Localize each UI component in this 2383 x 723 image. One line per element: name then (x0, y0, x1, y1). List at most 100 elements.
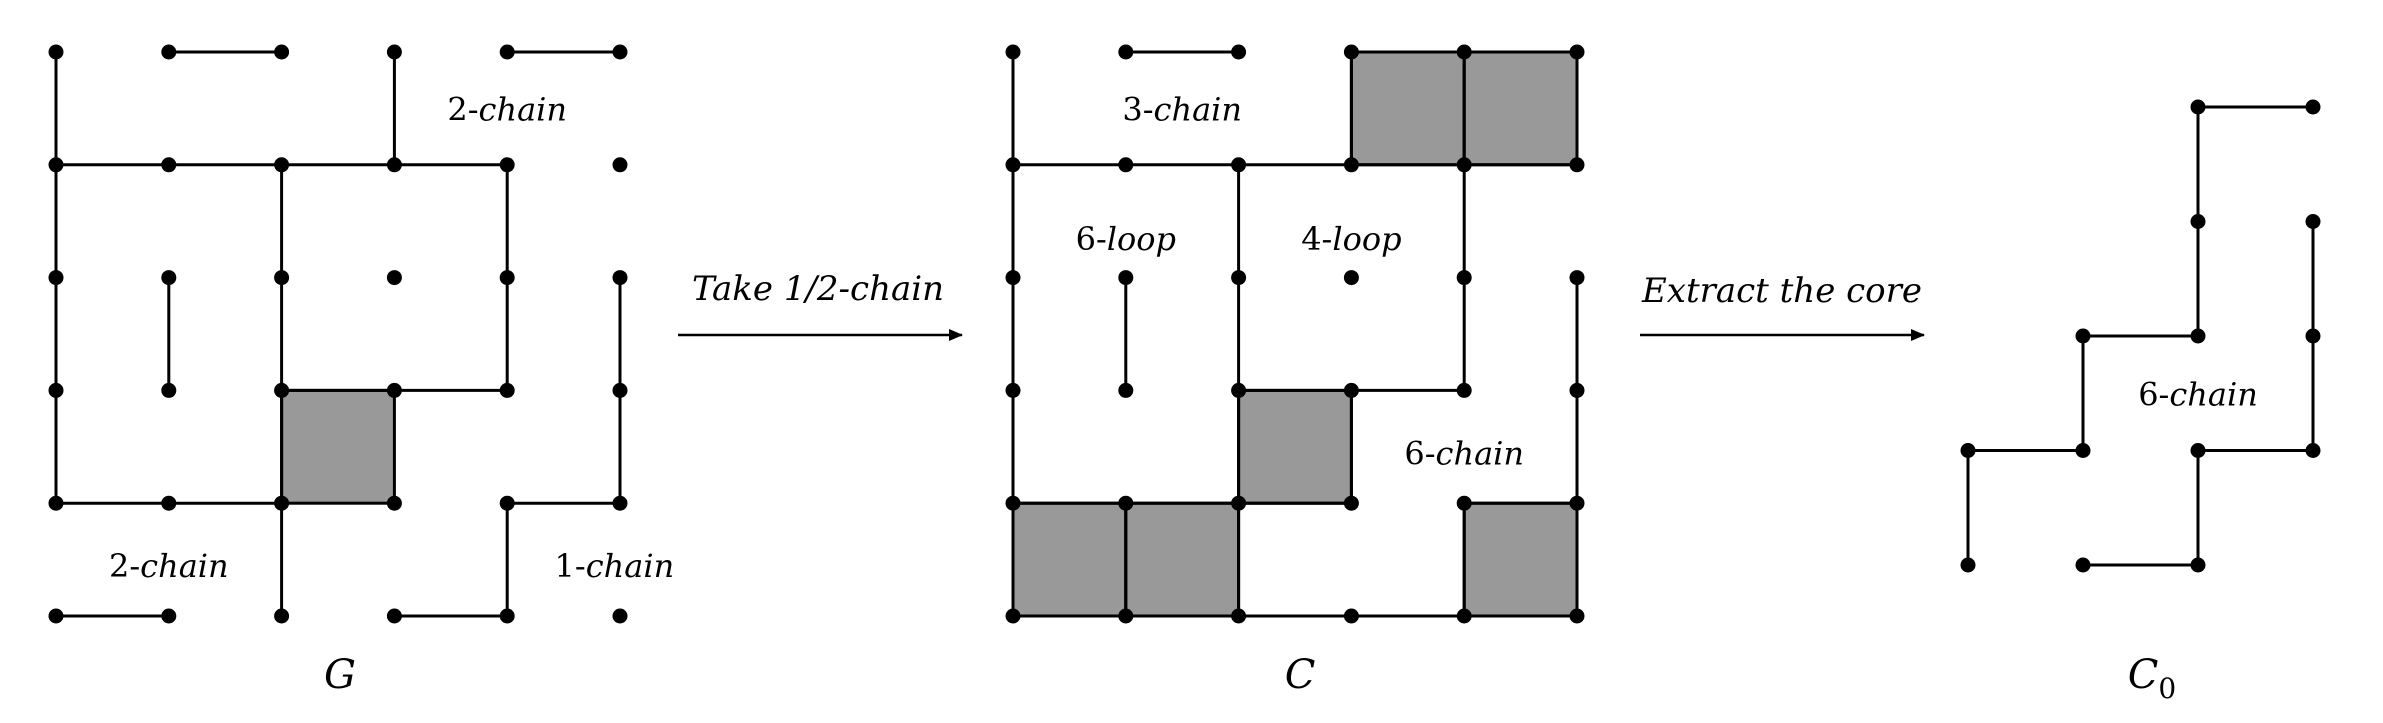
vertex-dot (499, 44, 515, 60)
vertex-dot (2305, 214, 2321, 229)
vertex-dot (1456, 608, 1472, 624)
vertex-dot (274, 382, 290, 398)
shaded-square (1237, 388, 1353, 505)
vertex-dot (386, 157, 402, 173)
vertex-dot (1569, 44, 1585, 60)
panel-c0-title-main: C (2128, 652, 2159, 698)
shaded-square (1462, 501, 1579, 618)
vertex-dot (1569, 382, 1585, 398)
vertex-dot (1231, 382, 1247, 398)
vertex-dot (1005, 44, 1021, 60)
vertex-dot (2190, 443, 2206, 458)
arrow-2-label: Extract the core (1641, 271, 1922, 311)
vertex-dot (2305, 99, 2321, 115)
vertex-dot (1569, 157, 1585, 173)
region-label: 6-loop (1076, 220, 1176, 258)
shaded-square (1124, 501, 1241, 618)
vertex-dot (1343, 270, 1359, 286)
region-label-number: 1- (555, 547, 586, 585)
vertex-dot (1118, 157, 1134, 173)
shaded-square (280, 388, 396, 505)
vertex-dot (1005, 382, 1021, 398)
panel-g-title: G (324, 652, 356, 698)
vertex-dot (1005, 495, 1021, 511)
vertex-dot (1005, 270, 1021, 286)
vertex-dot (161, 495, 177, 511)
shaded-square (1462, 50, 1579, 167)
panel-c0-title-sub: 0 (2158, 672, 2176, 705)
vertex-dot (2305, 328, 2321, 344)
vertex-dot (1231, 495, 1247, 511)
vertex-dot (2075, 557, 2091, 573)
panel-c-title: C (1285, 652, 1316, 698)
vertex-dot (1231, 270, 1247, 286)
vertex-dot (161, 44, 177, 60)
vertex-dot (1343, 157, 1359, 173)
vertex-dot (386, 270, 402, 286)
vertex-dot (1231, 44, 1247, 60)
vertex-dot (386, 382, 402, 398)
vertex-dot (612, 382, 628, 398)
vertex-dot (1456, 270, 1472, 286)
vertex-dot (161, 382, 177, 398)
region-label-number: 6- (1404, 434, 1435, 472)
vertex-dot (499, 495, 515, 511)
region-label-word: chain (479, 90, 567, 128)
region-label: 3-chain (1122, 90, 1242, 128)
vertex-dot (1569, 608, 1585, 624)
region-label-word: loop (1107, 220, 1176, 258)
region-label: 2-chain (447, 90, 567, 128)
vertex-dot (499, 382, 515, 398)
vertex-dot (48, 608, 64, 624)
region-label-word: chain (2169, 375, 2257, 413)
vertex-dot (1456, 44, 1472, 60)
vertex-dot (499, 608, 515, 624)
region-label-word: chain (140, 547, 228, 585)
vertex-dot (612, 44, 628, 60)
region-label-word: chain (1154, 90, 1242, 128)
vertex-dot (1343, 495, 1359, 511)
vertex-dot (386, 44, 402, 60)
arrow-take-chain: Take 1/2-chain (678, 269, 963, 341)
vertex-dot (612, 270, 628, 286)
vertex-dot (1960, 443, 1976, 458)
vertex-dot (1005, 608, 1021, 624)
vertex-dot (1456, 495, 1472, 511)
region-label-word: chain (586, 547, 674, 585)
vertex-dot (161, 270, 177, 286)
vertex-dot (2190, 214, 2206, 229)
region-label-number: 2- (447, 90, 478, 128)
vertex-dot (1569, 270, 1585, 286)
vertex-dot (1231, 157, 1247, 173)
region-label: 6-chain (1404, 434, 1524, 472)
vertex-dot (2190, 99, 2206, 115)
vertex-dot (1960, 557, 1976, 573)
vertex-dot (274, 270, 290, 286)
vertex-dot (1456, 382, 1472, 398)
vertex-dot (499, 157, 515, 173)
vertex-dot (1118, 608, 1134, 624)
vertex-dot (161, 608, 177, 624)
vertex-dot (1005, 157, 1021, 173)
region-label-number: 4- (1301, 220, 1332, 258)
shaded-square (1011, 501, 1128, 618)
vertex-dot (1118, 270, 1134, 286)
region-label: 2-chain (109, 547, 229, 585)
region-label: 6-chain (2138, 375, 2258, 413)
vertex-dot (1343, 608, 1359, 624)
vertex-dot (1343, 382, 1359, 398)
vertex-dot (612, 157, 628, 173)
region-label-word: loop (1332, 220, 1401, 258)
region-label-word: chain (1436, 434, 1524, 472)
vertex-dot (386, 608, 402, 624)
panel-c0: 6-chain C0 (1960, 99, 2321, 705)
vertex-dot (1118, 44, 1134, 60)
vertex-dot (2190, 557, 2206, 573)
vertex-dot (1569, 495, 1585, 511)
vertex-dot (274, 495, 290, 511)
vertex-dot (1231, 608, 1247, 624)
vertex-dot (1456, 157, 1472, 173)
arrow-1-label: Take 1/2-chain (692, 269, 944, 309)
